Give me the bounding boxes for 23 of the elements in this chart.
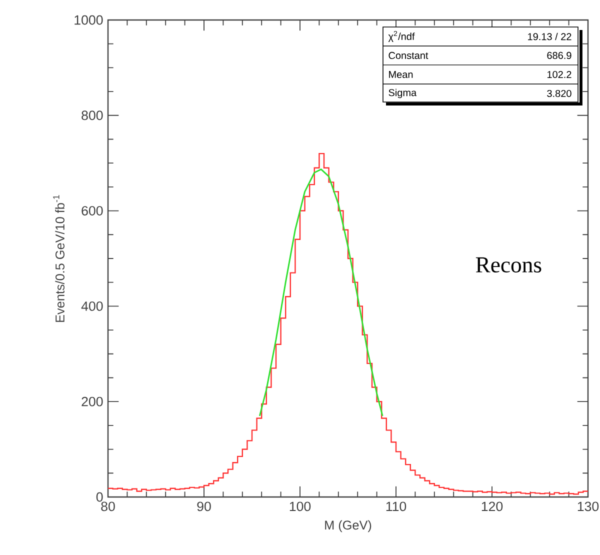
- annotation: 686.9: [547, 52, 572, 60]
- y-tick-label: 400: [81, 301, 103, 311]
- annotation: 102.2: [547, 70, 572, 78]
- annotation: 19.13 / 22: [528, 32, 572, 40]
- x-tick-label: 130: [578, 502, 599, 512]
- annotation: 3.820: [547, 90, 572, 98]
- x-tick-label: 110: [386, 502, 406, 512]
- y-tick-label: 1000: [74, 15, 103, 25]
- annotation: Recons: [476, 257, 542, 273]
- annotation: Constant: [388, 52, 428, 60]
- x-axis-title: M (GeV): [325, 520, 372, 532]
- y-tick-label: 800: [82, 110, 103, 120]
- annotation: Mean: [389, 71, 413, 78]
- annotation: χ$^{2}$/ndf: [388, 31, 415, 42]
- x-tick-label: 80: [101, 502, 115, 512]
- x-tick-label: 120: [482, 502, 503, 512]
- y-axis-title: Events/0.5 GeV/10 fb$^{-1}$: [53, 195, 64, 322]
- annotation: Sigma: [388, 88, 417, 98]
- x-tick-label: 100: [290, 502, 311, 512]
- x-tick-label: 90: [197, 502, 211, 512]
- y-tick-label: 0: [96, 492, 103, 502]
- y-tick-label: 600: [82, 206, 103, 216]
- y-tick-label: 200: [82, 396, 103, 406]
